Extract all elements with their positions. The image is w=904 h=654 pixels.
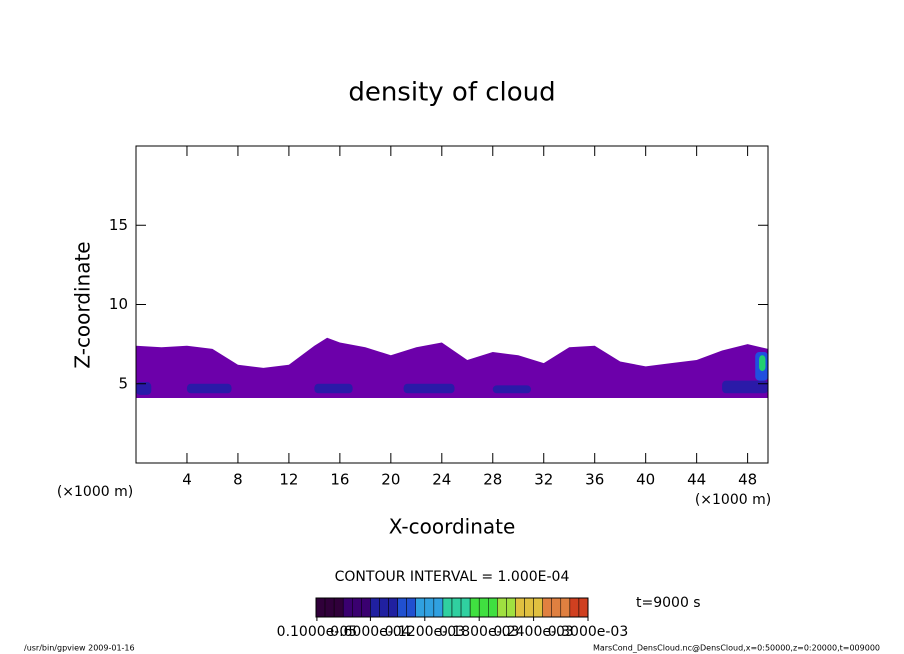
colorbar-cell [506,597,516,618]
chart-title: density of cloud [348,78,555,108]
colorbar-cell [315,597,326,618]
colorbar-cell [370,597,380,618]
plot-frame [135,145,769,464]
contour-interval: CONTOUR INTERVAL = 1.000E-04 [335,569,570,585]
x-tick-label: 44 [687,471,706,489]
colorbar-cell [515,597,525,618]
colorbar-cell [379,597,389,618]
colorbar-tick-label: 0.1200e-03 [385,624,465,640]
colorbar-cell [460,597,471,618]
x-tick-label: 36 [585,471,604,489]
y-tick-label: 5 [118,374,128,392]
colorbar-cell [560,597,571,618]
footer: MarsCond_DensCloud.nc@DensCloud,x=0:5000… [593,644,880,653]
colorbar-cell [524,597,534,618]
x-tick-label: 16 [330,471,349,489]
colorbar-cell [433,597,444,618]
colorbar-cell [497,597,507,618]
colorbar-cell [569,597,580,618]
x-tick-label: 20 [381,471,400,489]
colorbar-cell [361,597,371,618]
colorbar-tick-label: 0.6000e-04 [330,624,411,640]
cloud-layer [136,337,768,399]
colorbar-cell [415,597,426,618]
colorbar-tick-label: 0.1800e-03 [439,624,519,640]
cloud-core [492,385,531,394]
footer: /usr/bin/gpview 2009-01-16 [24,644,135,653]
colorbar-cell [424,597,435,618]
colorbar-cell [469,597,480,618]
x-tick-label: 40 [636,471,655,489]
colorbar-tick-label: 0.1000e-05 [277,624,357,640]
x-unit-label: (×1000 m) [57,484,133,500]
x-tick-label: 8 [233,471,243,489]
colorbar-cell [342,597,353,618]
colorbar-cell [451,597,462,618]
colorbar-cell [533,597,543,618]
colorbar-cell [333,597,344,618]
colorbar-cell [406,597,416,618]
y-tick-label: 10 [109,295,128,313]
x-unit-label: (×1000 m) [695,492,771,508]
time-label: t=9000 s [636,595,701,611]
cloud-core [136,382,152,395]
x-tick-label: 28 [483,471,502,489]
y-axis-label: Z-coordinate [71,241,95,368]
colorbar-cell [488,597,498,618]
x-tick-label: 12 [279,471,298,489]
colorbar-cell [442,597,453,618]
cloud-core [314,383,353,394]
x-tick-label: 32 [534,471,553,489]
cloud-core [759,355,766,372]
x-tick-label: 24 [432,471,451,489]
cloud-core [186,383,232,394]
colorbar-frame [315,597,589,618]
y-tick-label: 15 [109,216,128,234]
x-tick-label: 4 [182,471,192,489]
colorbar-tick-label: 0.3000e-03 [548,624,628,640]
colorbar-tick-label: 0.2400e-03 [493,624,573,640]
cloud-core [403,383,455,394]
cloud-core [722,380,768,394]
colorbar-cell [542,597,552,618]
colorbar-cell [324,597,335,618]
colorbar-cell [397,597,407,618]
colorbar-cell [352,597,362,618]
colorbar-cell [388,597,398,618]
x-tick-label: 48 [738,471,757,489]
colorbar-cell [551,597,562,618]
x-axis-label: X-coordinate [389,515,516,539]
colorbar-cell [478,597,489,618]
colorbar-cell [578,597,589,618]
